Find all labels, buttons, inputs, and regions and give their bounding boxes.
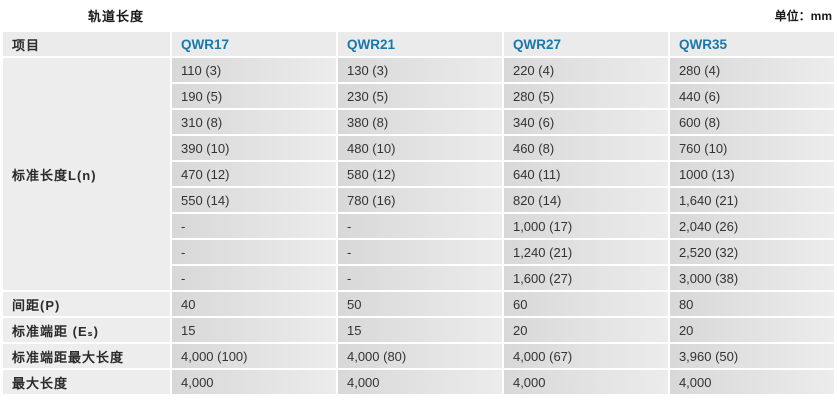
table-cell: 40: [172, 292, 336, 316]
table-row: 标准端距最大长度 4,000 (100) 4,000 (80) 4,000 (6…: [3, 344, 834, 368]
table-cell: 280 (5): [503, 84, 668, 108]
table-cell: 640 (11): [503, 162, 668, 186]
item-column-header: 项目: [3, 32, 170, 56]
table-cell: 220 (4): [503, 58, 668, 82]
table-cell: 15: [337, 318, 502, 342]
table-cell: 230 (5): [337, 84, 502, 108]
table-cell: 1,240 (21): [503, 240, 668, 264]
column-header-qwr17: QWR17: [172, 32, 336, 56]
table-cell: 1,640 (21): [669, 188, 834, 212]
table-cell: 4,000: [337, 370, 502, 394]
table-cell: 3,960 (50): [669, 344, 834, 368]
table-cell: -: [337, 240, 502, 264]
table-cell: 2,040 (26): [669, 214, 834, 238]
max-length-row-label: 最大长度: [3, 370, 170, 394]
table-cell: 440 (6): [669, 84, 834, 108]
table-row: 标准长度L(n) 110 (3) 130 (3) 220 (4) 280 (4): [3, 58, 834, 290]
table-cell: -: [337, 266, 502, 290]
standard-end-max-length-row-label: 标准端距最大长度: [3, 344, 170, 368]
table-cell: 820 (14): [503, 188, 668, 212]
table-cell: 130 (3): [337, 58, 502, 82]
table-row: 390 (10) 480 (10) 460 (8) 760 (10): [3, 136, 834, 160]
table-cell: 480 (10): [337, 136, 502, 160]
table-cell: -: [172, 266, 336, 290]
table-cell: 1000 (13): [669, 162, 834, 186]
table-cell: -: [172, 214, 336, 238]
table-cell: 20: [503, 318, 668, 342]
table-cell: 50: [337, 292, 502, 316]
table-cell: 4,000: [172, 370, 336, 394]
table-row: 550 (14) 780 (16) 820 (14) 1,640 (21): [3, 188, 834, 212]
table-row: 标准端距 (Eₛ) 15 15 20 20: [3, 318, 834, 342]
table-row: 最大长度 4,000 4,000 4,000 4,000: [3, 370, 834, 394]
table-cell: 760 (10): [669, 136, 834, 160]
column-header-qwr27: QWR27: [503, 32, 668, 56]
table-cell: 4,000: [669, 370, 834, 394]
table-cell: 4,000 (80): [337, 344, 502, 368]
table-cell: 340 (6): [503, 110, 668, 134]
standard-length-label: 标准长度L(n): [3, 58, 170, 290]
table-cell: 380 (8): [337, 110, 502, 134]
table-cell: 60: [503, 292, 668, 316]
table-cell: 190 (5): [172, 84, 336, 108]
table-cell: -: [172, 240, 336, 264]
table-cell: -: [337, 214, 502, 238]
table-cell: 80: [669, 292, 834, 316]
table-cell: 550 (14): [172, 188, 336, 212]
table-row: - - 1,000 (17) 2,040 (26): [3, 214, 834, 238]
table-cell: 4,000 (100): [172, 344, 336, 368]
table-cell: 600 (8): [669, 110, 834, 134]
table-cell: 1,600 (27): [503, 266, 668, 290]
table-cell: 780 (16): [337, 188, 502, 212]
column-header-qwr35: QWR35: [669, 32, 834, 56]
table-row: 470 (12) 580 (12) 640 (11) 1000 (13): [3, 162, 834, 186]
table-cell: 4,000: [503, 370, 668, 394]
table-row: - - 1,240 (21) 2,520 (32): [3, 240, 834, 264]
table-row: 310 (8) 380 (8) 340 (6) 600 (8): [3, 110, 834, 134]
table-cell: 3,000 (38): [669, 266, 834, 290]
table-cell: 390 (10): [172, 136, 336, 160]
table-cell: 460 (8): [503, 136, 668, 160]
table-cell: 4,000 (67): [503, 344, 668, 368]
table-cell: 1,000 (17): [503, 214, 668, 238]
page-title: 轨道长度: [88, 8, 145, 24]
unit-label: 单位：mm: [774, 8, 832, 23]
table-row: 间距(P) 40 50 60 80: [3, 292, 834, 316]
table-cell: 15: [172, 318, 336, 342]
standard-end-distance-row-label: 标准端距 (Eₛ): [3, 318, 170, 342]
table-cell: 580 (12): [337, 162, 502, 186]
table-cell: 2,520 (32): [669, 240, 834, 264]
table-cell: 20: [669, 318, 834, 342]
top-bar: 轨道长度 单位：mm: [0, 0, 837, 30]
table-cell: 470 (12): [172, 162, 336, 186]
rail-length-table: 项目 QWR17 QWR21 QWR27 QWR35 标准长度L(n) 110 …: [1, 30, 836, 396]
table-row: 190 (5) 230 (5) 280 (5) 440 (6): [3, 84, 834, 108]
table-cell: 280 (4): [669, 58, 834, 82]
table-cell: 110 (3): [172, 58, 336, 82]
table-header-row: 项目 QWR17 QWR21 QWR27 QWR35: [3, 32, 834, 56]
table-cell: 310 (8): [172, 110, 336, 134]
table-row: - - 1,600 (27) 3,000 (38): [3, 266, 834, 290]
pitch-row-label: 间距(P): [3, 292, 170, 316]
column-header-qwr21: QWR21: [337, 32, 502, 56]
